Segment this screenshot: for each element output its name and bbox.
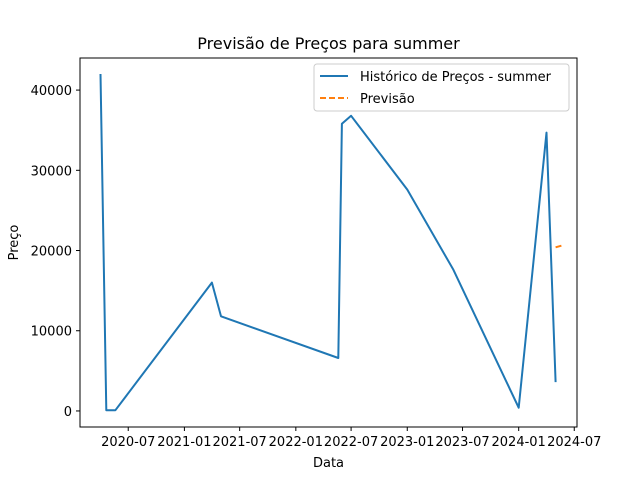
series-line-forecast <box>555 244 562 249</box>
x-tick-label: 2022-07 <box>324 435 378 450</box>
y-tick-label: 40000 <box>31 84 72 99</box>
x-tick-label: 2024-01 <box>492 435 546 450</box>
legend-box <box>313 63 570 112</box>
y-axis: 0 10000 20000 30000 40000 <box>31 84 80 420</box>
y-tick-label: 10000 <box>31 325 72 340</box>
plot-background <box>80 58 577 427</box>
x-axis: 2020-07 2021-01 2021-07 2022-01 2022-07 2023-… <box>101 427 601 450</box>
y-tick-label: 0 <box>64 405 72 420</box>
x-tick-label: 2023-01 <box>380 435 434 450</box>
x-tick-label: 2023-07 <box>435 435 489 450</box>
legend-label-forecast: Previsão <box>360 92 415 107</box>
legend: Histórico de Preços - summer Previsão <box>313 63 570 112</box>
x-axis-label: Data <box>313 456 344 471</box>
y-axis-label: Preço <box>7 225 22 261</box>
y-tick-label: 30000 <box>31 164 72 179</box>
y-tick-label: 20000 <box>31 245 72 260</box>
legend-label-history: Histórico de Preços - summer <box>360 70 552 85</box>
plot-area <box>79 57 578 428</box>
x-tick-label: 2020-07 <box>101 435 155 450</box>
chart-title: Previsão de Preços para summer <box>197 34 460 53</box>
series-layer <box>99 73 562 412</box>
x-tick-label: 2024-07 <box>547 435 601 450</box>
x-tick-label: 2021-07 <box>212 435 266 450</box>
x-tick-label: 2021-01 <box>157 435 211 450</box>
plot-frame <box>79 57 578 428</box>
x-tick-label: 2022-01 <box>269 435 323 450</box>
series-line-history <box>99 73 557 412</box>
